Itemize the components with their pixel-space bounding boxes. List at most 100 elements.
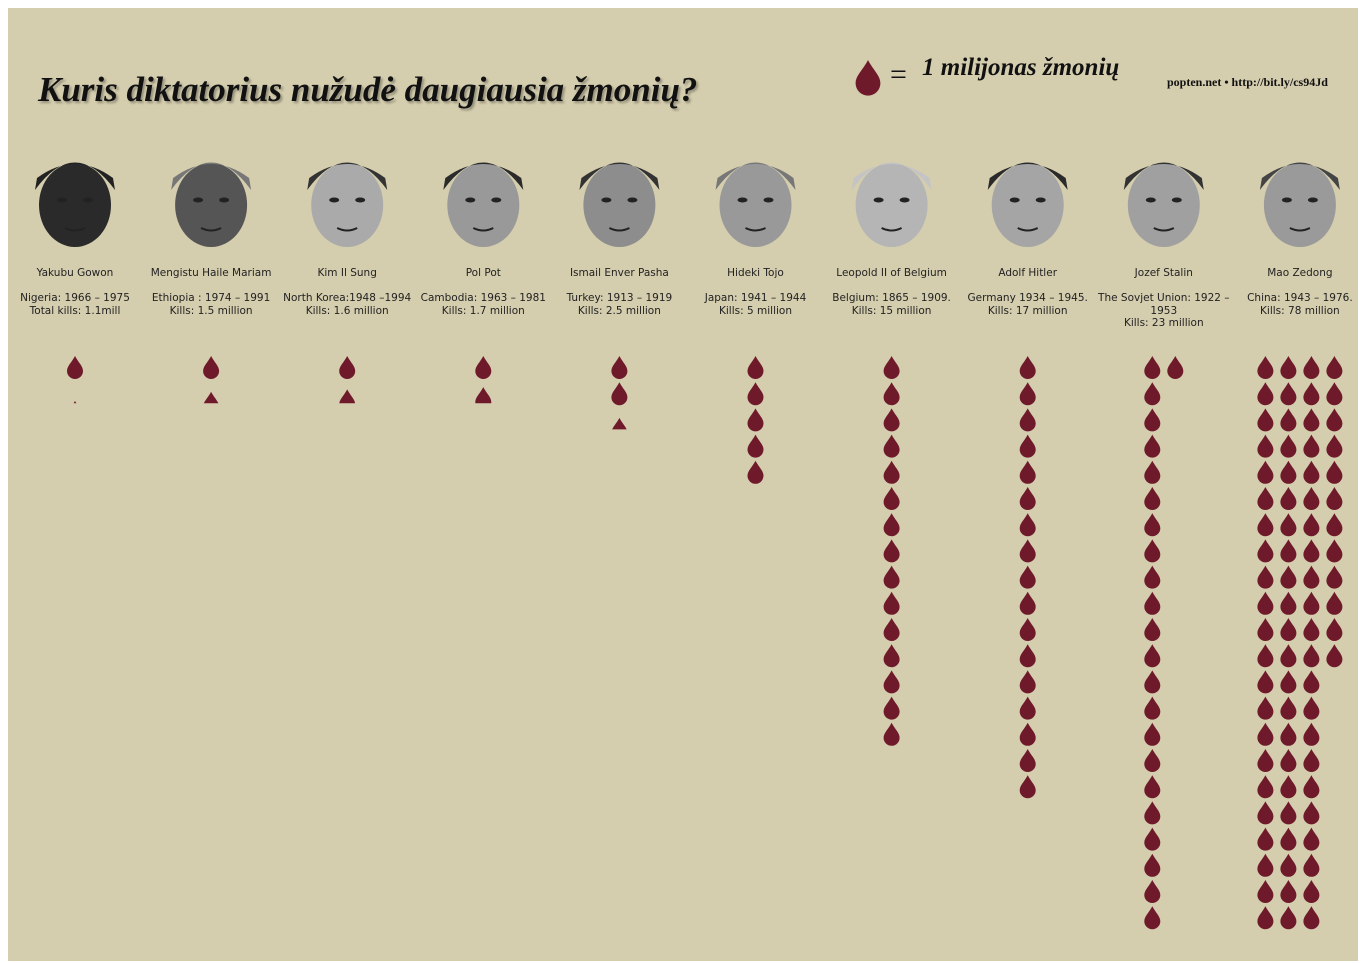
portrait-face xyxy=(447,163,519,247)
portrait-face xyxy=(720,163,792,247)
drop xyxy=(1280,592,1296,615)
portrait-eye xyxy=(83,198,93,203)
portrait-eye xyxy=(1282,198,1292,203)
dictator-info: Belgium: 1865 – 1909. xyxy=(825,292,959,305)
portrait-eye xyxy=(1172,198,1182,203)
dictator-info: The Sovjet Union: 1922 – 1953 xyxy=(1097,292,1231,317)
legend-drop xyxy=(856,60,881,96)
portrait-eye xyxy=(329,198,339,203)
kills-label: Kills: 15 million xyxy=(825,305,959,318)
drop xyxy=(1326,461,1342,484)
drop xyxy=(1257,723,1273,746)
dictator-info: Germany 1934 – 1945. xyxy=(961,292,1095,305)
kills-label: Kills: 5 million xyxy=(689,305,823,318)
dictator-label: Jozef StalinThe Sovjet Union: 1922 – 195… xyxy=(1097,267,1231,330)
drop xyxy=(1257,880,1273,903)
drop xyxy=(1280,697,1296,720)
portrait-eye xyxy=(193,198,203,203)
drop xyxy=(475,387,491,410)
kills-label: Kills: 1.6 million xyxy=(280,305,414,318)
dictator-info: Turkey: 1913 – 1919 xyxy=(552,292,686,305)
drop xyxy=(1280,775,1296,798)
drop xyxy=(1020,749,1036,772)
drop xyxy=(1280,670,1296,693)
drop xyxy=(1020,697,1036,720)
drop xyxy=(1280,880,1296,903)
drop xyxy=(884,670,900,693)
page: Kuris diktatorius nužudė daugiausia žmon… xyxy=(0,0,1362,963)
kills-label: Kills: 23 million xyxy=(1097,317,1231,330)
dictator-name: Mengistu Haile Mariam xyxy=(144,267,278,292)
drop xyxy=(1303,435,1319,458)
drop xyxy=(1257,461,1273,484)
drop xyxy=(1303,539,1319,562)
source: popten.net • http://bit.ly/cs94Jd xyxy=(1167,75,1328,90)
portrait-eye xyxy=(1010,198,1020,203)
drop xyxy=(884,382,900,405)
kills-label: Kills: 78 million xyxy=(1233,305,1362,318)
drop xyxy=(1257,435,1273,458)
drop xyxy=(1257,408,1273,431)
drop xyxy=(1326,592,1342,615)
drop xyxy=(1144,906,1160,929)
portrait-eye xyxy=(1036,198,1046,203)
drop xyxy=(1020,618,1036,641)
dictator-name: Ismail Enver Pasha xyxy=(552,267,686,292)
portrait-eye xyxy=(627,198,637,203)
drop xyxy=(1303,854,1319,877)
drop xyxy=(1303,828,1319,851)
drop xyxy=(1144,697,1160,720)
drop xyxy=(1257,697,1273,720)
drop xyxy=(1326,408,1342,431)
drop xyxy=(1280,356,1296,379)
drop xyxy=(884,697,900,720)
dictator-name: Kim Il Sung xyxy=(280,267,414,292)
dictator-label: Yakubu GowonNigeria: 1966 – 1975Total ki… xyxy=(8,267,142,317)
portrait-face xyxy=(311,163,383,247)
legend-equals: = xyxy=(890,58,907,92)
portrait-eye xyxy=(1146,198,1156,203)
dictator-label: Pol PotCambodia: 1963 – 1981Kills: 1.7 m… xyxy=(416,267,550,317)
drop xyxy=(1326,382,1342,405)
drop xyxy=(1280,566,1296,589)
drop xyxy=(1303,723,1319,746)
drop xyxy=(1257,906,1273,929)
drop xyxy=(475,356,491,379)
portrait-face xyxy=(992,163,1064,247)
drop xyxy=(1280,723,1296,746)
drop xyxy=(1303,566,1319,589)
dictator-info: China: 1943 – 1976. xyxy=(1233,292,1362,305)
dictator-info: North Korea:1948 –1994 xyxy=(280,292,414,305)
drop xyxy=(1280,644,1296,667)
drop xyxy=(884,408,900,431)
drop xyxy=(1144,828,1160,851)
drop xyxy=(339,389,355,412)
drop xyxy=(1280,408,1296,431)
drop xyxy=(67,401,83,424)
drop xyxy=(1020,408,1036,431)
drop xyxy=(1144,618,1160,641)
drop xyxy=(1257,749,1273,772)
dictator-name: Yakubu Gowon xyxy=(8,267,142,292)
drop xyxy=(1257,854,1273,877)
portrait-eye xyxy=(355,198,365,203)
drop xyxy=(748,461,764,484)
drop xyxy=(1280,487,1296,510)
drop xyxy=(1144,592,1160,615)
drop xyxy=(1257,644,1273,667)
drop xyxy=(1144,670,1160,693)
drop xyxy=(1020,566,1036,589)
portrait-face xyxy=(1264,163,1336,247)
drop xyxy=(1257,382,1273,405)
drop xyxy=(748,356,764,379)
drop xyxy=(1280,828,1296,851)
drop xyxy=(748,408,764,431)
drop xyxy=(1020,487,1036,510)
chart xyxy=(0,0,1362,963)
drop xyxy=(1303,461,1319,484)
drop xyxy=(203,392,219,415)
kills-label: Kills: 1.7 million xyxy=(416,305,550,318)
dictator-name: Pol Pot xyxy=(416,267,550,292)
